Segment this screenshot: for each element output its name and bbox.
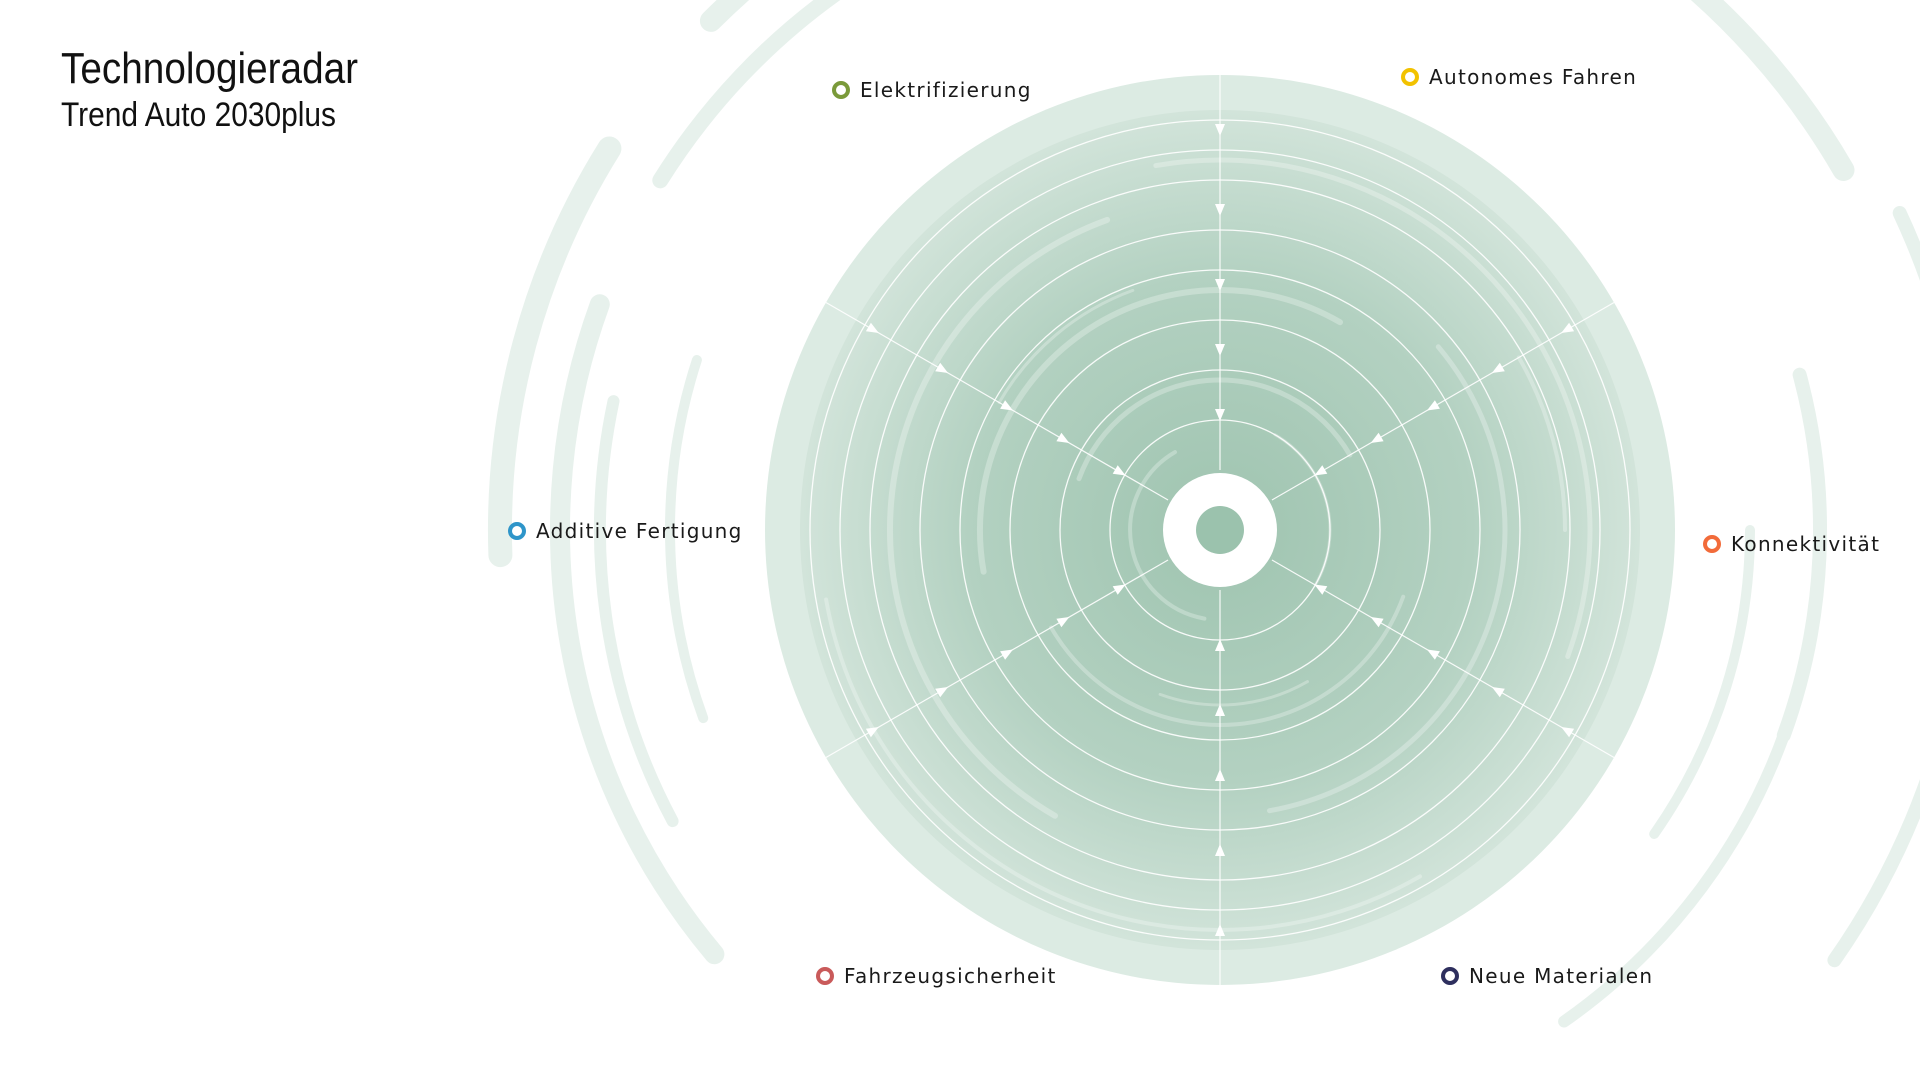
category-dot-icon: [508, 522, 526, 540]
category-label: Autonomes Fahren: [1429, 65, 1638, 89]
swirl-arc: [1776, 367, 1827, 743]
axis-arrow-icon: [1561, 322, 1575, 333]
axis-arrow-icon: [935, 687, 949, 698]
texture-streak: [1076, 377, 1353, 482]
axis-arrow-icon: [1370, 432, 1384, 443]
category-label: Neue Materialen: [1469, 964, 1654, 988]
texture-streak: [1267, 344, 1508, 814]
axis-arrow-icon: [1215, 124, 1225, 136]
axis-arrow-icon: [1561, 727, 1575, 738]
swirl-arc: [665, 355, 709, 724]
axis-arrow-icon: [1000, 400, 1013, 411]
title-block: Technologieradar Trend Auto 2030plus: [61, 44, 399, 136]
texture-streak: [1049, 594, 1406, 727]
radar-axis: [825, 301, 1169, 501]
swirl-arc: [487, 136, 622, 568]
category-autonomes-fahren[interactable]: Autonomes Fahren: [1401, 65, 1637, 89]
category-label: Fahrzeugsicherheit: [844, 964, 1057, 988]
axis-arrow-icon: [1370, 617, 1384, 628]
axis-arrow-icon: [865, 322, 879, 333]
category-label: Elektrifizierung: [860, 78, 1032, 102]
radar-axis: [1271, 559, 1615, 759]
category-dot-icon: [1401, 68, 1419, 86]
axis-arrow-icon: [1215, 639, 1225, 651]
axis-arrow-icon: [935, 362, 949, 373]
category-fahrzeugsicherheit[interactable]: Fahrzeugsicherheit: [816, 964, 1057, 988]
axis-arrow-icon: [1112, 465, 1126, 476]
swirl-arc: [652, 0, 841, 189]
axis-arrow-icon: [1215, 204, 1225, 216]
category-dot-icon: [832, 81, 850, 99]
axis-arrow-icon: [1215, 769, 1225, 781]
swirl-arc: [550, 294, 725, 965]
category-neue-materialen[interactable]: Neue Materialen: [1441, 964, 1653, 988]
texture-streak: [976, 287, 1343, 575]
axis-arrow-icon: [1215, 704, 1225, 716]
axis-arrow-icon: [1215, 844, 1225, 856]
category-dot-icon: [816, 967, 834, 985]
axis-arrow-icon: [1056, 617, 1070, 628]
axis-arrow-icon: [1215, 279, 1225, 291]
category-elektrifizierung[interactable]: Elektrifizierung: [832, 78, 1032, 102]
axis-arrow-icon: [1215, 409, 1225, 421]
axis-arrow-icon: [1215, 344, 1225, 356]
swirl-arc: [1649, 525, 1755, 839]
texture-streak: [1128, 450, 1207, 621]
decorative-swirls: [487, 0, 1920, 1028]
texture-streak: [997, 288, 1135, 404]
texture-streak: [1153, 157, 1593, 659]
axis-arrow-icon: [865, 727, 879, 738]
texture-streak: [1516, 355, 1567, 532]
axis-arrow-icon: [1314, 584, 1328, 595]
axis-arrow-icon: [1491, 362, 1505, 373]
category-additive-fertigung[interactable]: Additive Fertigung: [508, 519, 743, 543]
swirl-arc: [1558, 709, 1797, 1028]
axis-arrow-icon: [1000, 649, 1013, 660]
axis-arrow-icon: [1427, 400, 1440, 411]
page-subtitle: Trend Auto 2030plus: [61, 96, 337, 134]
texture-streak: [886, 216, 1111, 819]
category-label: Konnektivität: [1731, 532, 1881, 556]
swirl-arc: [593, 395, 679, 828]
radar-axis: [825, 559, 1169, 759]
axis-arrow-icon: [1056, 432, 1070, 443]
radar-axes: [825, 75, 1615, 985]
swirl-arc: [1827, 206, 1920, 968]
category-konnektivitaet[interactable]: Konnektivität: [1703, 532, 1880, 556]
swirl-arc: [699, 0, 1855, 181]
category-dot-icon: [1441, 967, 1459, 985]
axis-arrow-icon: [1427, 649, 1440, 660]
radar-center-dot: [1196, 506, 1244, 554]
texture-streak: [1158, 680, 1309, 707]
category-label: Additive Fertigung: [536, 519, 743, 543]
axis-arrow-icon: [1215, 924, 1225, 936]
radar-axis: [1271, 301, 1615, 501]
axis-arrow-icon: [1314, 465, 1328, 476]
axis-arrow-icon: [1491, 687, 1505, 698]
page-title: Technologieradar: [61, 44, 359, 93]
axis-arrow-icon: [1112, 584, 1126, 595]
category-dot-icon: [1703, 535, 1721, 553]
texture-streak: [824, 597, 1422, 932]
